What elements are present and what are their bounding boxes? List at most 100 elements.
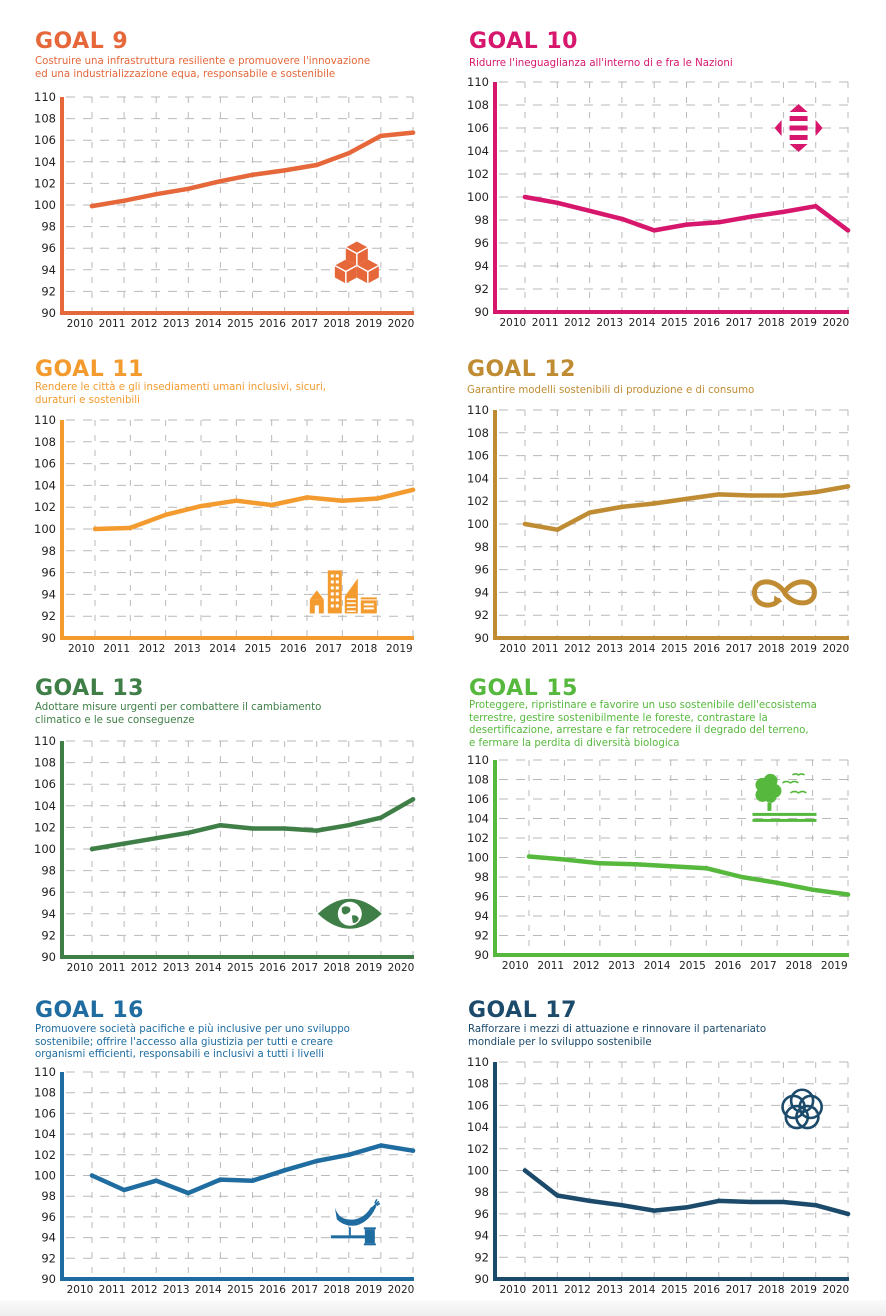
x-tick-label: 2010 bbox=[499, 643, 526, 655]
x-tick-label: 2013 bbox=[596, 317, 623, 329]
x-tick-label: 2010 bbox=[67, 318, 94, 330]
x-tick-label: 2015 bbox=[227, 1284, 254, 1296]
x-tick-label: 2010 bbox=[499, 1284, 526, 1296]
x-tick-label: 2016 bbox=[259, 962, 286, 974]
data-point bbox=[186, 186, 191, 191]
data-point bbox=[748, 493, 754, 498]
data-point bbox=[522, 1168, 528, 1173]
x-tick-label: 2015 bbox=[245, 643, 272, 655]
data-point bbox=[845, 228, 851, 233]
x-tick-label: 2014 bbox=[629, 643, 656, 655]
y-tick-label: 100 bbox=[467, 1164, 489, 1178]
y-tick-label: 94 bbox=[41, 587, 56, 601]
y-tick-label: 104 bbox=[467, 812, 489, 826]
x-tick-label: 2012 bbox=[131, 318, 158, 330]
page-bottom-shade bbox=[0, 1300, 886, 1316]
y-tick-label: 106 bbox=[34, 133, 56, 147]
x-tick-label: 2011 bbox=[99, 318, 126, 330]
y-tick-label: 98 bbox=[41, 220, 56, 234]
x-tick-label: 2018 bbox=[323, 318, 350, 330]
y-tick-label: 90 bbox=[41, 950, 56, 964]
data-point bbox=[587, 510, 592, 515]
x-tick-label: 2019 bbox=[790, 643, 817, 655]
x-tick-label: 2017 bbox=[726, 1284, 753, 1296]
data-point bbox=[813, 489, 818, 495]
data-point bbox=[748, 1199, 754, 1205]
y-tick-label: 110 bbox=[467, 753, 489, 767]
y-tick-label: 108 bbox=[34, 435, 56, 449]
data-point bbox=[739, 874, 744, 880]
data-point bbox=[410, 797, 416, 802]
data-point bbox=[340, 498, 345, 503]
data-point bbox=[716, 1198, 721, 1204]
y-tick-label: 100 bbox=[34, 1169, 56, 1183]
goal-description: Adottare misure urgenti per combattere i… bbox=[35, 702, 322, 726]
y-tick-label: 92 bbox=[474, 929, 489, 943]
x-tick-label: 2013 bbox=[596, 1284, 623, 1296]
data-point bbox=[748, 214, 754, 219]
data-point bbox=[269, 502, 274, 508]
y-tick-label: 104 bbox=[34, 1127, 56, 1141]
data-point bbox=[716, 492, 721, 497]
x-tick-label: 2016 bbox=[280, 643, 307, 655]
x-tick-label: 2011 bbox=[532, 643, 559, 655]
x-tick-label: 2018 bbox=[785, 960, 812, 972]
y-tick-label: 102 bbox=[34, 176, 56, 190]
x-tick-label: 2010 bbox=[502, 960, 529, 972]
data-point bbox=[186, 1190, 191, 1196]
y-tick-label: 90 bbox=[474, 948, 489, 962]
y-tick-label: 90 bbox=[474, 631, 489, 645]
data-point bbox=[716, 220, 721, 225]
y-tick-label: 106 bbox=[34, 457, 56, 471]
data-point bbox=[282, 1168, 287, 1173]
x-tick-label: 2011 bbox=[537, 960, 564, 972]
x-tick-label: 2014 bbox=[195, 318, 222, 330]
x-tick-label: 2020 bbox=[822, 643, 849, 655]
x-tick-label: 2012 bbox=[564, 643, 591, 655]
x-tick-label: 2019 bbox=[355, 1284, 382, 1296]
data-point bbox=[813, 204, 818, 209]
x-tick-label: 2013 bbox=[163, 1284, 190, 1296]
data-point bbox=[346, 1152, 351, 1158]
y-tick-label: 110 bbox=[467, 75, 489, 89]
eye-globe-icon bbox=[317, 898, 382, 929]
x-tick-label: 2011 bbox=[532, 317, 559, 329]
data-point bbox=[555, 527, 560, 532]
y-tick-label: 90 bbox=[474, 305, 489, 319]
x-tick-label: 2011 bbox=[532, 1284, 559, 1296]
x-tick-label: 2017 bbox=[726, 317, 753, 329]
data-point bbox=[597, 861, 603, 866]
goal-description: Garantire modelli sostenibili di produzi… bbox=[467, 385, 755, 396]
y-tick-label: 98 bbox=[474, 213, 489, 227]
x-tick-label: 2014 bbox=[644, 960, 671, 972]
x-tick-label: 2013 bbox=[163, 962, 190, 974]
data-point bbox=[121, 198, 127, 203]
x-tick-label: 2018 bbox=[323, 962, 350, 974]
data-point bbox=[555, 1193, 560, 1198]
y-tick-label: 98 bbox=[41, 544, 56, 558]
y-tick-label: 106 bbox=[467, 1098, 489, 1112]
y-tick-label: 96 bbox=[474, 563, 489, 577]
y-tick-label: 110 bbox=[34, 90, 56, 104]
y-tick-label: 102 bbox=[467, 1142, 489, 1156]
y-tick-label: 104 bbox=[467, 471, 489, 485]
series-line bbox=[92, 487, 416, 532]
data-point bbox=[587, 208, 592, 213]
data-point bbox=[652, 501, 657, 506]
tree-birds-icon bbox=[752, 773, 817, 822]
y-tick-label: 90 bbox=[474, 1272, 489, 1286]
data-point bbox=[346, 823, 351, 828]
data-point bbox=[526, 854, 532, 859]
y-tick-label: 100 bbox=[34, 522, 56, 536]
y-tick-label: 94 bbox=[41, 907, 56, 921]
x-tick-label: 2015 bbox=[661, 317, 688, 329]
data-point bbox=[619, 1203, 625, 1208]
y-tick-label: 96 bbox=[41, 885, 56, 899]
x-tick-label: 2012 bbox=[573, 960, 600, 972]
data-point bbox=[234, 498, 239, 503]
y-tick-label: 96 bbox=[41, 241, 56, 255]
x-tick-label: 2010 bbox=[499, 317, 526, 329]
